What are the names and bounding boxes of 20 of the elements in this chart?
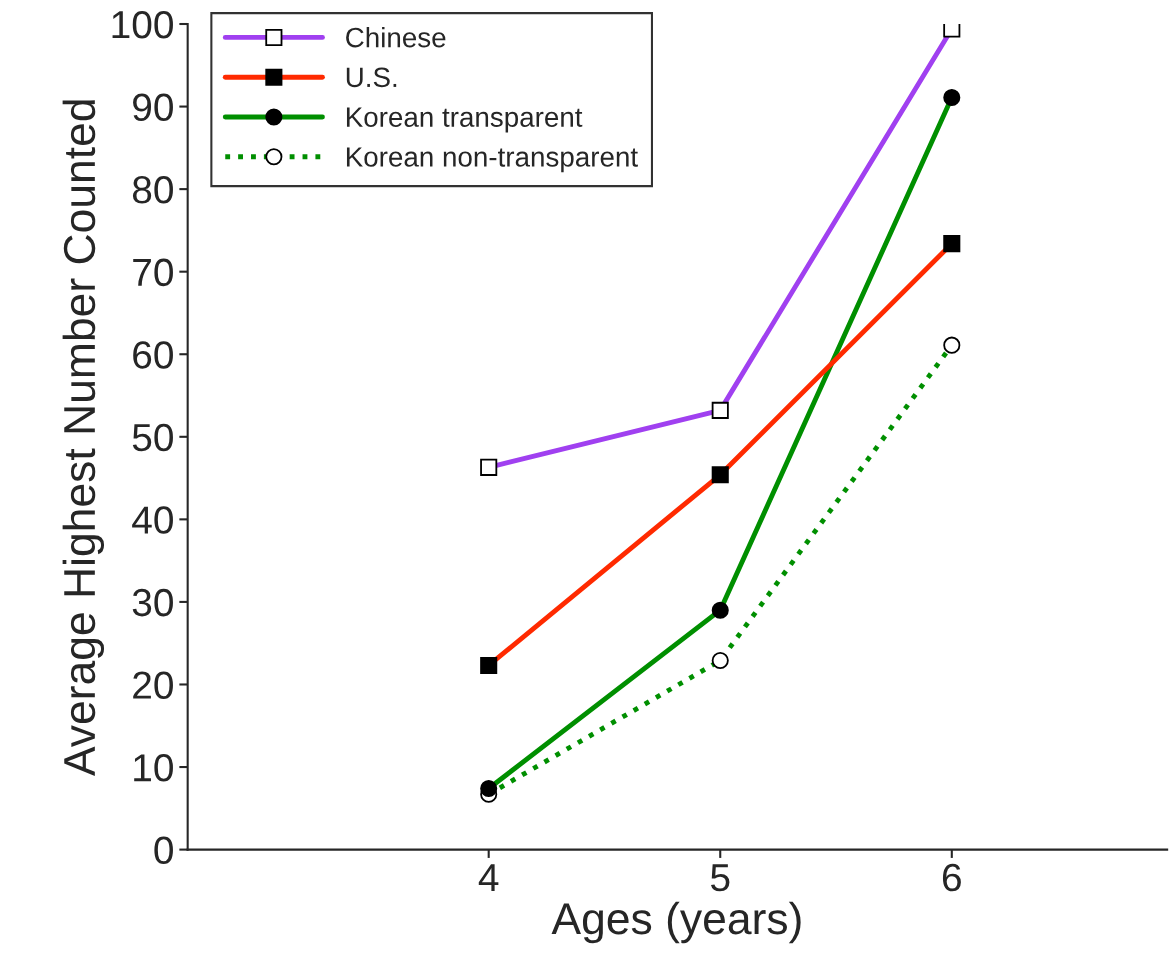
y-tick-label: 20 xyxy=(133,671,173,699)
y-axis-title: Average Highest Number Counted xyxy=(62,100,105,776)
y-tick-label: 10 xyxy=(134,753,173,782)
y-tick-label: 0 xyxy=(154,836,173,865)
legend-label: U.S. xyxy=(346,67,397,88)
x-axis-title: Ages (years) xyxy=(551,901,801,944)
y-tick-label: 60 xyxy=(133,341,173,369)
y-tick-label: 30 xyxy=(132,588,173,617)
y-tick-label: 70 xyxy=(133,258,173,287)
x-tick-label: 6 xyxy=(942,863,961,892)
legend-label: Chinese xyxy=(346,27,446,48)
y-tick-label: 100 xyxy=(112,10,173,39)
legend-label: Korean non-transparent xyxy=(346,147,638,173)
y-tick-label: 50 xyxy=(132,423,173,452)
y-tick-label: 40 xyxy=(132,506,173,534)
x-tick-label: 4 xyxy=(478,864,499,891)
y-tick-label: 90 xyxy=(133,93,173,122)
x-tick-label: 5 xyxy=(710,864,730,892)
legend-label: Korean transparent xyxy=(346,107,583,133)
y-tick-label: 80 xyxy=(132,176,173,204)
